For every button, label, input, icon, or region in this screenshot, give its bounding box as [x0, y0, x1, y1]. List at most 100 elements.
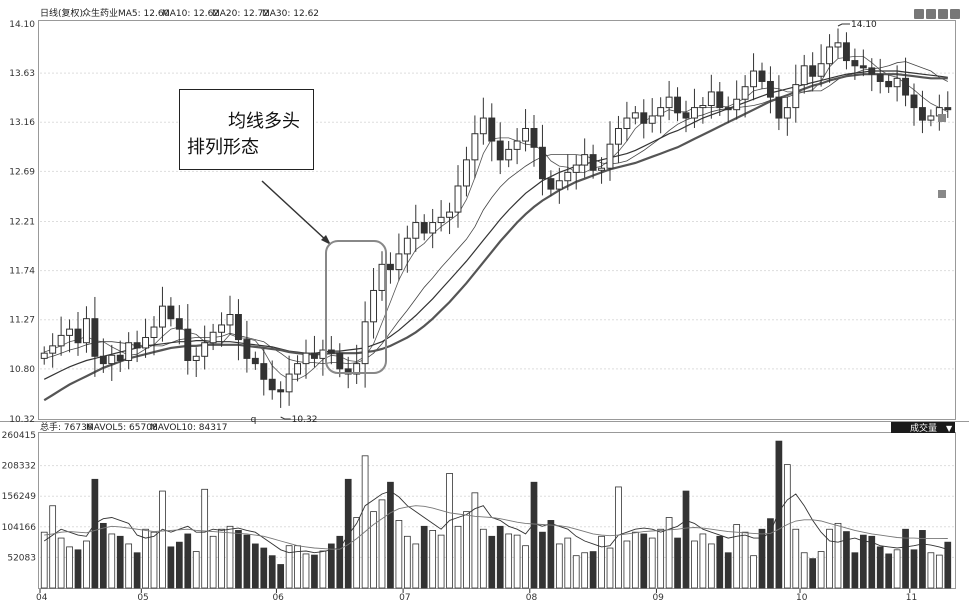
candle-up — [648, 115, 656, 124]
volume-bar — [674, 537, 681, 589]
volume-bar — [175, 541, 183, 589]
volume-bar — [142, 528, 149, 589]
candle-up — [285, 373, 293, 393]
candle-up — [40, 352, 48, 359]
volume-bar — [285, 545, 293, 589]
mavol5-label: MAVOL5: 65708 — [86, 423, 158, 433]
high-marker-line — [837, 23, 850, 27]
candle-down — [234, 314, 242, 341]
volume-bar — [716, 535, 724, 589]
volume-bar — [496, 525, 504, 589]
volume-bar — [260, 547, 268, 589]
candle-up — [817, 63, 825, 77]
annotation-arrow — [261, 180, 328, 242]
volume-bar — [758, 528, 766, 589]
candle-down — [99, 355, 107, 365]
total-volume-label: 总手: 76736 — [40, 421, 93, 433]
candle-up — [403, 237, 411, 255]
volume-bar — [935, 554, 943, 589]
volume-bar — [412, 543, 420, 589]
candle-down — [310, 352, 318, 359]
candle-up — [192, 355, 200, 361]
candle-down — [116, 354, 124, 361]
mavol10-line — [44, 505, 948, 550]
volume-bar — [640, 533, 648, 589]
candle-up — [201, 342, 209, 357]
volume-bar — [564, 537, 572, 589]
annotation-line2: 排列形态 — [187, 137, 259, 158]
volume-bar — [446, 473, 453, 589]
candle-up — [733, 98, 741, 111]
zoom-in-icon[interactable] — [926, 9, 936, 19]
candle-down — [885, 80, 893, 88]
price-tick-label: 13.16 — [9, 118, 35, 128]
candle-down — [175, 318, 183, 330]
price-tick-label: 10.80 — [9, 365, 35, 375]
price-tick-label: 11.27 — [9, 316, 35, 326]
candle-up — [209, 331, 217, 344]
candle-down — [859, 65, 867, 69]
volume-bar — [403, 535, 411, 589]
candle-down — [277, 389, 285, 393]
candle-down — [758, 70, 766, 82]
volume-bar — [49, 505, 57, 589]
candle-down — [640, 112, 648, 124]
volume-bar — [471, 492, 479, 589]
x-tick-label: 04 — [36, 593, 48, 603]
price-tick-label: 13.63 — [9, 69, 35, 79]
candle-up — [893, 77, 901, 88]
candle-down — [910, 94, 918, 109]
candle-up — [462, 159, 470, 187]
volume-bar — [218, 528, 225, 589]
highlight-rounded-box — [325, 240, 387, 374]
volume-bar — [125, 543, 133, 589]
volume-bar — [437, 534, 445, 589]
volume-bar — [336, 535, 344, 589]
candle-up — [783, 107, 791, 119]
volume-tick-label: 208332 — [2, 462, 36, 472]
volume-bar — [243, 534, 251, 589]
volume-bar — [327, 543, 335, 589]
volume-bar — [429, 530, 437, 589]
volume-bar — [623, 540, 631, 589]
volume-bar — [919, 530, 926, 589]
volume-bars — [40, 440, 952, 589]
candle-down — [902, 77, 910, 96]
close-icon[interactable] — [950, 9, 960, 19]
candle-up — [479, 117, 487, 135]
volume-bar — [311, 554, 318, 589]
volume-bar — [893, 549, 901, 589]
candle-up — [614, 127, 622, 145]
scroll-up-icon[interactable] — [938, 114, 946, 122]
indicator-selector[interactable] — [891, 422, 955, 433]
candle-up — [142, 336, 150, 349]
volume-bar — [691, 540, 698, 589]
period-label: 日线(复权) — [40, 7, 83, 19]
candle-up — [57, 334, 65, 347]
scroll-down-icon[interactable] — [938, 190, 946, 198]
annotation-arrowhead — [321, 235, 331, 245]
volume-bar — [572, 555, 580, 589]
volume-bar — [834, 522, 842, 589]
volume-bar — [209, 535, 217, 589]
candle-up — [581, 154, 589, 166]
volume-bar — [167, 546, 175, 589]
zoom-out-icon[interactable] — [914, 9, 924, 19]
restore-icon[interactable] — [938, 9, 948, 19]
volume-bar — [395, 520, 403, 589]
volume-bar — [530, 481, 538, 589]
ma5-label: MA5: 12.60 — [118, 9, 170, 19]
candle-down — [488, 117, 496, 142]
volume-bar — [319, 550, 327, 589]
price-tick-label: 11.74 — [9, 267, 35, 277]
candle-down — [589, 154, 597, 171]
volume-bar — [251, 543, 259, 589]
candle-down — [682, 112, 690, 119]
volume-bar — [361, 455, 369, 589]
volume-bar — [268, 555, 276, 589]
volume-bar — [150, 531, 158, 589]
volume-bar — [344, 478, 352, 589]
x-tick-label: 11 — [906, 593, 917, 603]
volume-bar — [513, 534, 521, 589]
volume-bar — [826, 528, 833, 589]
